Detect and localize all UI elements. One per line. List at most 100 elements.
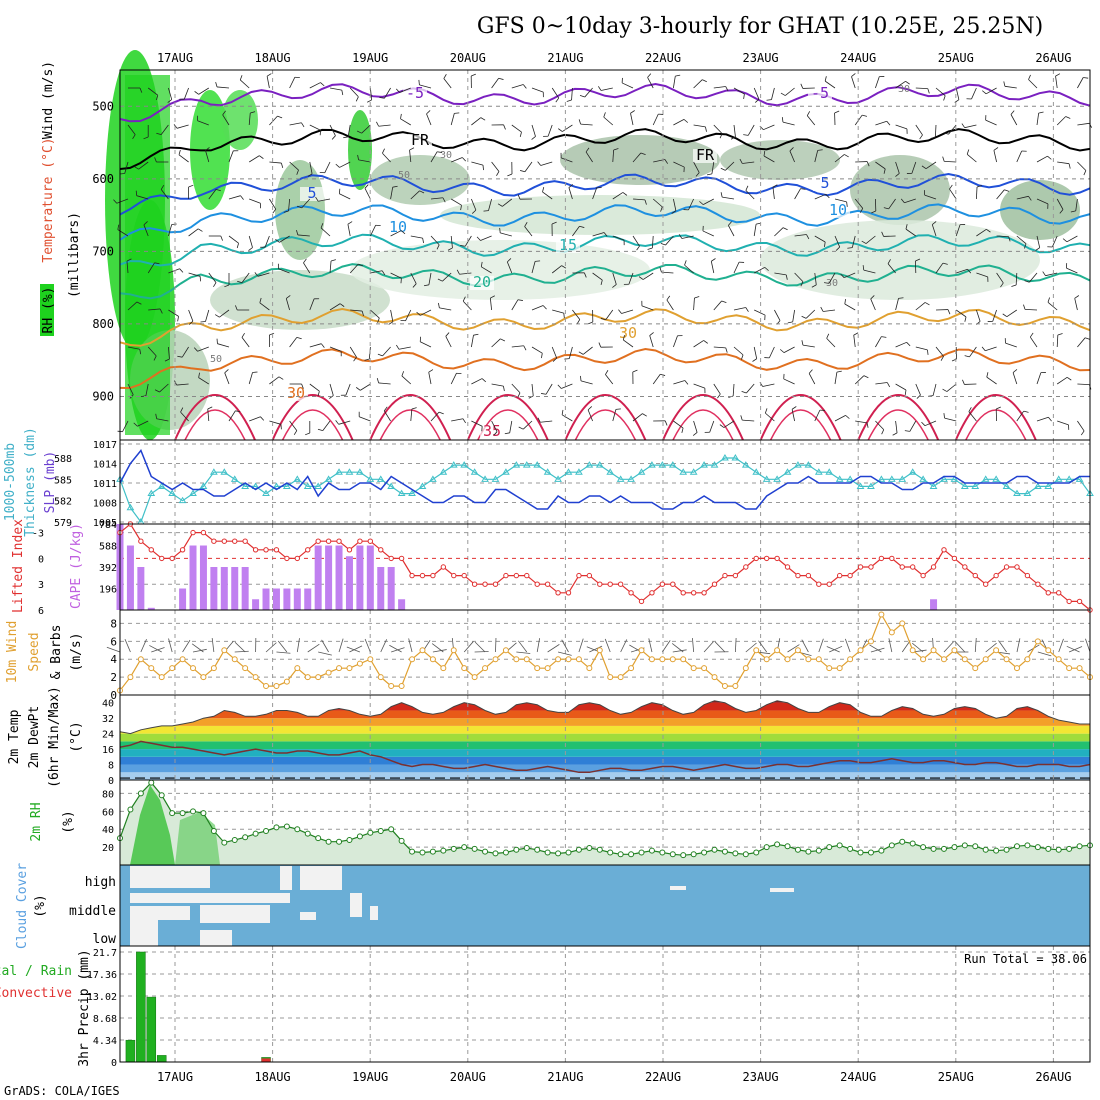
wind-barb <box>531 87 544 93</box>
rh-marker <box>575 846 582 853</box>
wind-barb <box>853 332 859 336</box>
wind-barb <box>713 383 721 395</box>
wind-barb <box>613 148 619 151</box>
wind-barb <box>811 284 817 288</box>
wind-barb <box>531 346 543 354</box>
wind-barb <box>774 272 787 276</box>
wind-barb <box>188 272 201 277</box>
wind-barb <box>1028 74 1031 80</box>
wind-barb <box>460 245 466 247</box>
wind-barb <box>752 358 757 362</box>
wind-barb <box>426 113 432 126</box>
wind-barb <box>459 272 472 275</box>
thickness-marker <box>345 468 354 475</box>
wind-barb <box>576 319 581 324</box>
temp-band <box>120 700 1090 703</box>
wind-barb <box>412 283 417 288</box>
wind-barb <box>378 382 391 385</box>
wind-barb <box>612 150 615 163</box>
rh-marker <box>711 846 718 853</box>
isotherm-35-arc <box>174 394 256 441</box>
rh-marker <box>294 826 301 833</box>
wind-barb <box>289 420 298 431</box>
wind-barb <box>329 383 334 396</box>
wind-barb <box>174 380 178 386</box>
wind-barb <box>587 409 593 422</box>
bottom-date-label: 18AUG <box>255 1070 291 1084</box>
isotherm-line <box>119 128 1091 170</box>
top-date-label: 22AUG <box>645 51 681 65</box>
wind-barb-10m <box>1068 646 1083 653</box>
cloud-gap <box>130 893 290 903</box>
temp-band <box>120 710 1090 719</box>
wind-barb <box>269 161 282 164</box>
rh-marker <box>815 847 822 854</box>
wind-speed-marker <box>1076 665 1083 672</box>
wind-barb <box>522 420 533 430</box>
wind-barb-10m <box>346 646 361 653</box>
wind-barb <box>725 86 729 92</box>
wind-barb <box>349 346 357 358</box>
wind-barb-10m <box>338 638 344 653</box>
wind-barb <box>986 372 989 378</box>
wind-barb <box>126 261 129 274</box>
wind-barb <box>706 173 713 176</box>
wind-barb <box>866 161 870 167</box>
wind-barb <box>122 420 129 432</box>
wind-barb <box>390 272 402 279</box>
wind-barb <box>177 316 179 322</box>
wind-barb <box>886 121 891 126</box>
wind-barb-10m <box>234 641 246 653</box>
wind-barb <box>160 189 169 200</box>
isotherm-label: FR <box>411 131 430 149</box>
rh-marker <box>669 851 676 858</box>
wind-barb <box>774 227 784 237</box>
wind-barb <box>705 126 707 132</box>
wind-speed-marker <box>388 683 395 690</box>
wind-barb <box>228 150 234 163</box>
wind-barb <box>572 309 581 320</box>
wind-barb <box>870 298 876 311</box>
wind-barb <box>755 98 760 103</box>
wind-barb <box>164 358 170 362</box>
thickness-marker <box>981 475 990 482</box>
wind-barb <box>943 95 946 101</box>
wind-barb <box>647 73 652 78</box>
lifted-index-marker <box>1024 572 1031 579</box>
wind-barb <box>806 115 816 126</box>
wind-barb <box>289 77 296 89</box>
wind-barb-10m <box>911 642 924 653</box>
wind-barb <box>420 341 432 348</box>
wind-barb <box>476 236 481 241</box>
wind-barb <box>511 299 519 311</box>
wind-barb <box>808 373 816 385</box>
wind-barb <box>493 431 498 436</box>
wind-speed-marker <box>565 656 572 663</box>
wind-barb-10m <box>589 645 603 653</box>
wind-barb <box>765 412 775 422</box>
rh-marker <box>784 843 791 850</box>
wind-barb-10m <box>745 642 757 653</box>
wind-barb <box>763 150 766 157</box>
bottom-date-label: 23AUG <box>743 1070 779 1084</box>
wind-barb <box>605 370 609 375</box>
wind-barb <box>621 309 634 314</box>
thickness-marker <box>762 475 771 482</box>
thickness-marker <box>877 475 886 482</box>
bottom-date-label: 26AUG <box>1035 1070 1071 1084</box>
wind-barb <box>895 341 907 348</box>
wind-barb <box>547 124 553 137</box>
wind-barb <box>511 383 521 394</box>
thickness-marker <box>606 468 615 475</box>
rh-marker <box>732 850 739 857</box>
footer-credit: GrADS: COLA/IGES <box>4 1084 120 1098</box>
wind-barb <box>502 198 513 207</box>
isotherm-label-bg <box>386 221 410 235</box>
wind-barb <box>430 197 443 200</box>
wind-barb <box>652 374 661 385</box>
wind-barb-10m <box>124 638 131 653</box>
rh-marker <box>169 810 176 817</box>
wind-barb <box>301 122 305 128</box>
wind-barb-10m <box>277 640 288 653</box>
pressure-tick-label: 700 <box>92 244 114 258</box>
